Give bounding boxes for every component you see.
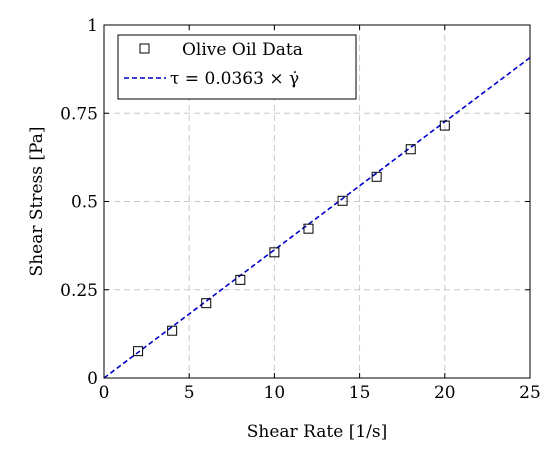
x-tick-label: 5 [184, 383, 195, 403]
legend: Olive Oil Data τ = 0.0363 × γ̇ [117, 34, 357, 100]
data-point [439, 120, 450, 131]
y-axis-label: Shear Stress [Pa] [27, 127, 47, 277]
x-tick-label: 25 [519, 383, 541, 403]
data-point [269, 247, 280, 258]
x-tick-label: 10 [264, 383, 286, 403]
fit-line-series [103, 57, 531, 379]
y-tick-label: 0.25 [60, 281, 98, 301]
legend-box [117, 34, 357, 100]
x-axis-ticks: 0 5 10 15 20 25 [99, 25, 541, 403]
y-axis-ticks: 0 0.25 0.5 0.75 1 [60, 16, 530, 389]
data-point [303, 223, 314, 234]
data-point [405, 144, 416, 155]
x-axis-label: Shear Rate [1/s] [247, 422, 387, 442]
x-tick-label: 15 [349, 383, 371, 403]
legend-entry-fit: τ = 0.0363 × γ̇ [170, 69, 299, 89]
legend-marker-square [139, 43, 150, 54]
data-point [167, 325, 178, 336]
x-tick-label: 0 [99, 383, 110, 403]
y-tick-label: 0 [87, 369, 98, 389]
fit-line [103, 57, 531, 379]
data-point [371, 171, 382, 182]
data-point [337, 195, 348, 206]
grid [104, 25, 530, 378]
data-point [201, 298, 212, 309]
legend-entry-data: Olive Oil Data [182, 40, 303, 60]
data-point [133, 346, 144, 357]
data-point [235, 274, 246, 285]
y-tick-label: 0.5 [71, 193, 98, 213]
x-tick-label: 20 [434, 383, 456, 403]
y-tick-label: 1 [87, 16, 98, 36]
data-points-series [133, 120, 450, 357]
y-tick-label: 0.75 [60, 104, 98, 124]
